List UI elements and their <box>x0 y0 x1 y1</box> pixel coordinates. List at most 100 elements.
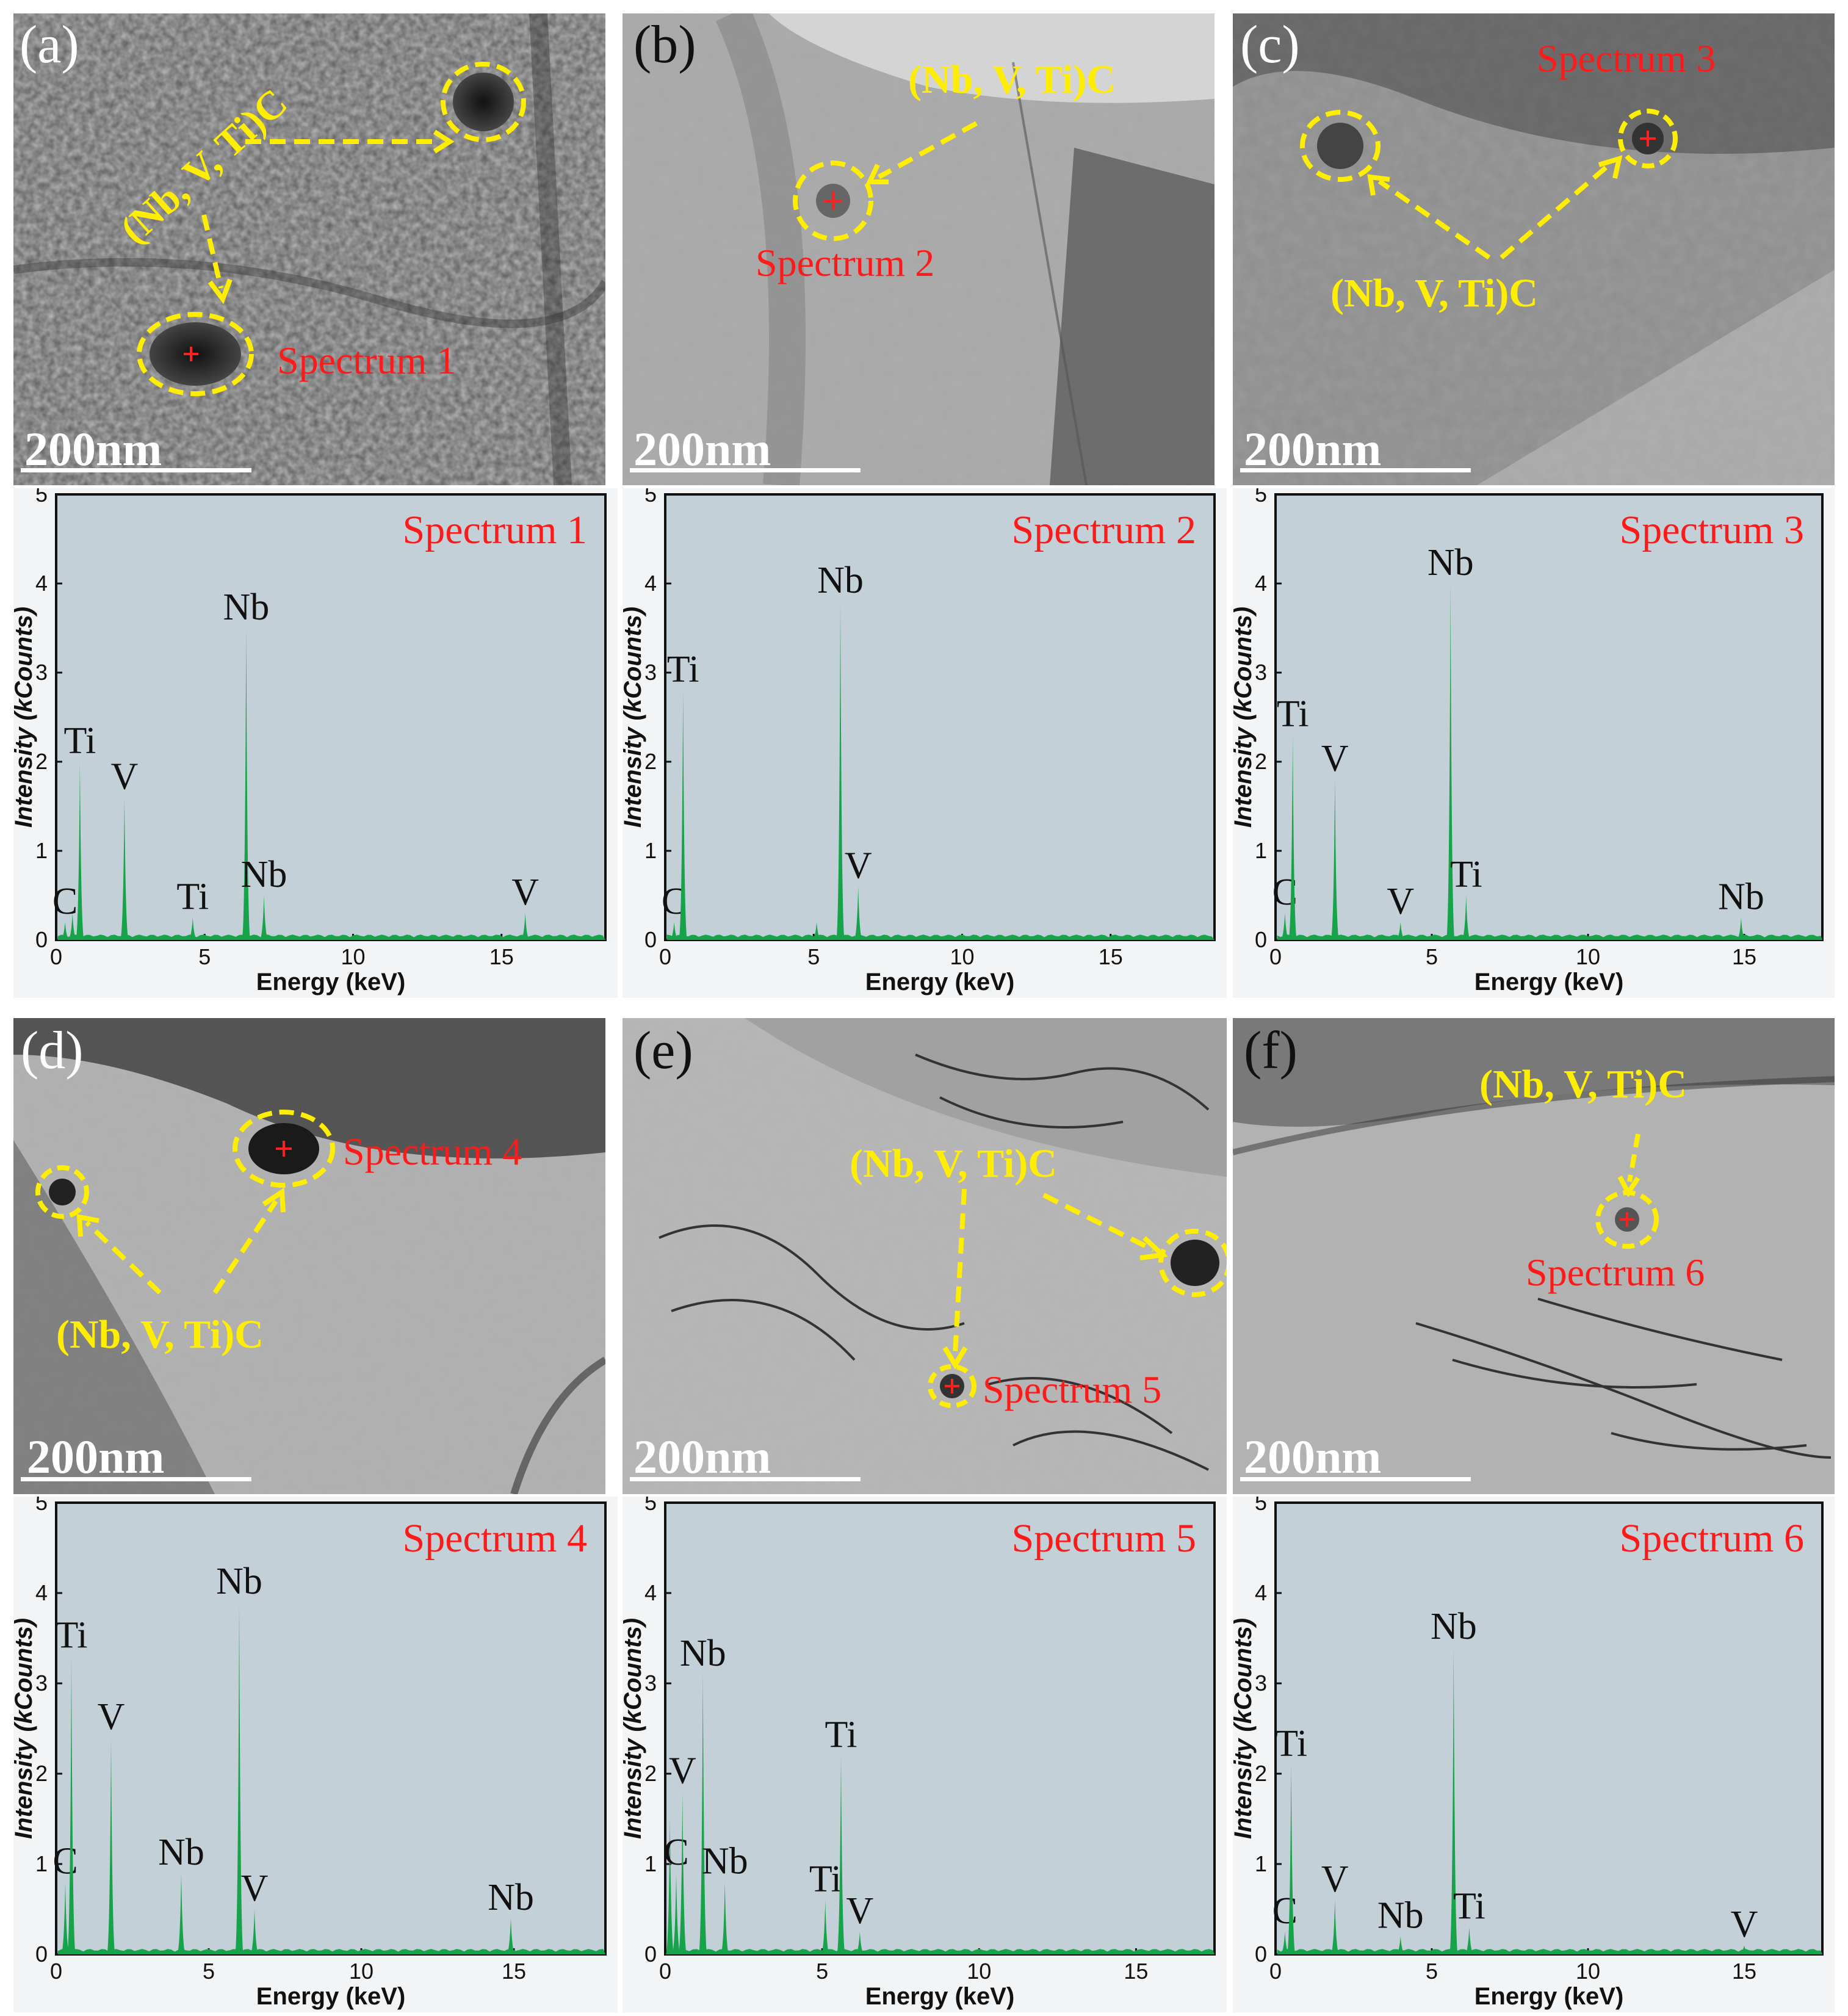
spectrum-peak <box>720 1882 729 1954</box>
scale-bar-b <box>630 468 861 472</box>
peak-label: V <box>111 756 139 797</box>
scale-bar-d <box>21 1477 251 1481</box>
spectrum-baseline <box>1277 934 1822 940</box>
y-tick-label: 3 <box>644 660 657 685</box>
y-axis-label: Intensity (kCounts) <box>13 1618 37 1839</box>
x-tick-label: 0 <box>1269 944 1282 969</box>
eds-spectrum-2: 0 1 2 3 4 5 0 5 10 15 Energy (keV) Intensity (kCoun… <box>623 488 1227 998</box>
peak-label: Ti <box>809 1859 842 1900</box>
y-tick-label: 5 <box>1255 488 1267 507</box>
spectrum-title: Spectrum 6 <box>1620 1516 1804 1561</box>
peak-label: V <box>845 845 872 886</box>
scale-bar-label-d: 200nm <box>27 1430 164 1483</box>
plot-area <box>55 493 607 941</box>
peak-label: Ti <box>63 720 96 762</box>
peak-label: Nb <box>702 1841 748 1882</box>
peak-label: Ti <box>176 876 209 918</box>
panel-label-e: (e) <box>633 1021 693 1080</box>
y-tick-label: 1 <box>35 838 48 863</box>
panel-label-f: (f) <box>1244 1021 1298 1080</box>
panel-label-a: (a) <box>20 15 79 74</box>
y-tick-label: 1 <box>35 1851 48 1876</box>
spectrum-peak <box>188 917 197 940</box>
peak-label: V <box>669 1750 696 1792</box>
scale-bar-label-b: 200nm <box>633 422 771 475</box>
y-tick-label: 3 <box>1255 660 1267 685</box>
x-axis-label: Energy (keV) <box>256 969 406 995</box>
y-tick-label: 2 <box>35 749 48 774</box>
peak-label: V <box>511 872 539 913</box>
peak-label: V <box>1321 1859 1349 1900</box>
plot-area <box>1274 493 1824 941</box>
spectrum-peak <box>250 1909 259 1954</box>
x-tick-label: 10 <box>341 944 365 969</box>
y-axis-label: Intensity (kCounts) <box>1233 607 1257 828</box>
eds-spectrum-1: 0 1 2 3 4 5 0 5 10 15 Energy (keV) Intensity (kCoun… <box>13 488 618 998</box>
peak-label: C <box>663 1832 688 1873</box>
x-tick-label: 0 <box>659 1959 671 1984</box>
spectrum-label-c: Spectrum 3 <box>1537 37 1716 80</box>
peak-label: Ti <box>1277 693 1309 735</box>
spectrum-peak <box>672 1873 680 1954</box>
x-tick-label: 15 <box>1124 1959 1148 1984</box>
x-tick-label: 0 <box>50 944 62 969</box>
panel-label-d: (d) <box>21 1021 84 1080</box>
x-tick-label: 0 <box>50 1959 62 1984</box>
y-tick-label: 0 <box>35 927 48 952</box>
x-tick-label: 10 <box>967 1959 991 1984</box>
y-tick-label: 4 <box>1255 571 1267 596</box>
panel-label-b: (b) <box>633 15 696 74</box>
y-tick-label: 0 <box>35 1942 48 1967</box>
x-tick-label: 10 <box>349 1959 374 1984</box>
y-tick-label: 0 <box>644 927 657 952</box>
y-tick-label: 1 <box>1255 838 1267 863</box>
peak-label: Nb <box>680 1633 726 1674</box>
spectrum-peak <box>837 1755 845 1954</box>
y-tick-label: 1 <box>644 1851 657 1876</box>
x-tick-label: 5 <box>1426 944 1438 969</box>
x-tick-label: 15 <box>489 944 514 969</box>
spectrum-peak <box>698 1674 707 1954</box>
spectrum-peak <box>665 1819 674 1954</box>
tem-image-c: (Nb, V, Ti)C Spectrum 3 (c) 200nm <box>1233 13 1835 485</box>
spectrum-peak <box>75 762 84 940</box>
peak-label: Nb <box>216 1561 262 1602</box>
spectrum-peak <box>678 1791 687 1954</box>
peak-label: Nb <box>1377 1895 1424 1936</box>
peak-label: Ti <box>1275 1723 1307 1765</box>
spectrum-peak <box>242 628 251 940</box>
eds-spectrum-4: 0 1 2 3 4 5 0 5 10 15 Energy (keV) Intensity (kCoun… <box>13 1497 618 2012</box>
y-tick-label: 4 <box>35 571 48 596</box>
x-axis-label: Energy (keV) <box>256 1983 406 2010</box>
peak-label: V <box>98 1696 125 1738</box>
y-tick-label: 4 <box>644 1580 657 1605</box>
x-tick-label: 0 <box>1269 1959 1282 1984</box>
y-tick-label: 2 <box>644 1761 657 1786</box>
spectrum-peak <box>821 1900 830 1954</box>
y-tick-label: 5 <box>644 1497 657 1515</box>
y-tick-label: 1 <box>644 838 657 863</box>
panel-label-c: (c) <box>1240 15 1300 74</box>
y-tick-label: 1 <box>1255 1851 1267 1876</box>
y-tick-label: 0 <box>1255 927 1267 952</box>
spectrum-peak <box>1280 1932 1290 1954</box>
scale-bar-label-a: 200nm <box>24 422 162 475</box>
y-tick-label: 3 <box>35 660 48 685</box>
x-tick-label: 10 <box>1576 944 1600 969</box>
spectrum-peak <box>259 895 269 940</box>
spectrum-baseline <box>57 1949 605 1954</box>
peak-label: V <box>1387 881 1414 922</box>
y-tick-label: 5 <box>35 1497 48 1515</box>
peak-label: Nb <box>158 1832 204 1873</box>
peak-label: C <box>52 881 78 922</box>
spectrum-peak <box>120 797 129 940</box>
spectrum-label-b: Spectrum 2 <box>756 241 934 284</box>
y-tick-label: 5 <box>35 488 48 507</box>
y-axis-label: Intensity (kCounts) <box>13 607 37 828</box>
spectrum-peak <box>855 1932 864 1954</box>
tem-image-a: (Nb, V, Ti)C Spectrum 1 (a) 200nm <box>13 13 605 485</box>
x-tick-label: 15 <box>1732 944 1756 969</box>
spectrum-baseline <box>666 934 1215 940</box>
peak-label: Ti <box>1450 854 1482 895</box>
spectrum-peak <box>854 886 863 940</box>
